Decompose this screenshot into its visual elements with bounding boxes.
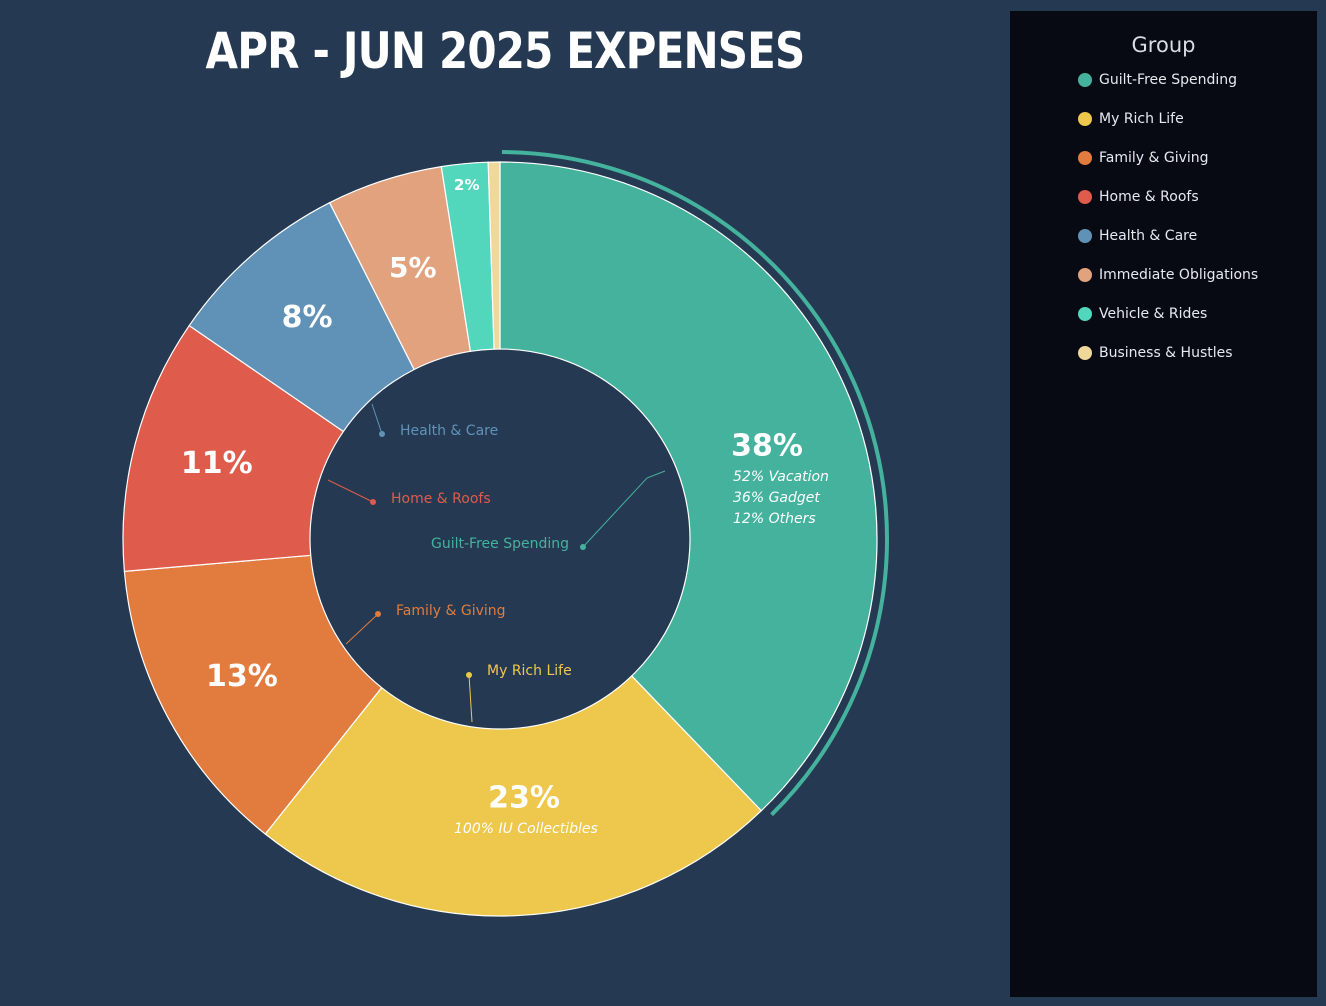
inner-label-guilt-free-spending: Guilt-Free Spending [431,536,569,552]
leader-dot-health-and-care [379,431,385,437]
percent-label-guilt-free-spending: 38% [731,429,803,464]
legend-swatch [1078,111,1092,126]
slice-business-and-hustles[interactable] [487,161,501,350]
leader-line-home-and-roofs [327,479,374,503]
leader-dot-my-rich-life [466,672,472,678]
detail-label-guilt-free-spending: 52% Vacation [733,469,829,485]
leader-dot-family-and-giving [375,611,381,617]
legend-item-my-rich-life[interactable]: My Rich Life [1078,99,1258,138]
highlight-arc-guilt-free-spending [501,150,889,817]
legend-label: Immediate Obligations [1099,266,1259,283]
leader-line-my-rich-life [468,674,473,723]
legend-item-vehicle-and-rides[interactable]: Vehicle & Rides [1078,294,1258,333]
detail-label-guilt-free-spending: 36% Gadget [733,490,820,506]
slice-home-and-roofs[interactable] [122,324,345,573]
legend-item-family-and-giving[interactable]: Family & Giving [1078,138,1258,177]
leader-dot-home-and-roofs [370,499,376,505]
legend-item-guilt-free-spending[interactable]: Guilt-Free Spending [1078,60,1258,99]
legend-label: Vehicle & Rides [1099,305,1208,322]
chart-title: APR - JUN 2025 EXPENSES [205,22,806,80]
legend-panel: Group Guilt-Free Spending My Rich Life Fam… [1010,11,1317,997]
legend-label: My Rich Life [1099,110,1184,127]
slice-my-rich-life[interactable] [264,675,763,917]
legend-item-immediate-obligations[interactable]: Immediate Obligations [1078,255,1258,294]
inner-label-family-and-giving: Family & Giving [396,603,506,619]
detail-label-guilt-free-spending: 12% Others [733,511,816,527]
legend-item-home-and-roofs[interactable]: Home & Roofs [1078,177,1258,216]
legend-label: Guilt-Free Spending [1099,71,1237,88]
legend-swatch [1078,228,1092,243]
legend-label: Family & Giving [1099,149,1209,166]
leader-dot-guilt-free-spending [580,544,586,550]
percent-label-my-rich-life: 23% [488,781,560,816]
legend-label: Home & Roofs [1099,188,1199,205]
legend-list: Guilt-Free Spending My Rich Life Family & … [1078,60,1258,372]
legend-item-health-and-care[interactable]: Health & Care [1078,216,1258,255]
percent-label-home-and-roofs: 11% [181,446,253,481]
slice-family-and-giving[interactable] [123,554,383,835]
legend-swatch [1078,345,1092,360]
slice-guilt-free-spending[interactable] [499,161,878,812]
legend-swatch [1078,267,1092,282]
chart-area: APR - JUN 2025 EXPENSES 38% 52% Vacation 3… [122,22,889,917]
legend-label: Business & Hustles [1099,344,1233,361]
detail-label-my-rich-life: 100% IU Collectibles [454,821,598,837]
percent-label-vehicle-and-rides: 2% [454,176,479,194]
percent-label-immediate-obligations: 5% [389,251,437,284]
percent-label-health-and-care: 8% [282,300,333,335]
inner-label-my-rich-life: My Rich Life [487,663,572,679]
leader-line-health-and-care [371,403,383,435]
legend-swatch [1078,306,1092,321]
legend-label: Health & Care [1099,227,1198,244]
legend-title: Group [1131,33,1196,57]
donut-chart: 38% 52% Vacation 36% Gadget 12% Others 23% 10… [122,150,889,917]
inner-label-home-and-roofs: Home & Roofs [391,491,491,507]
legend-swatch [1078,189,1092,204]
leader-line-family-and-giving [345,613,379,645]
inner-label-health-and-care: Health & Care [400,423,498,439]
legend-swatch [1078,150,1092,165]
legend-item-business-and-hustles[interactable]: Business & Hustles [1078,333,1258,372]
legend-swatch [1078,72,1092,87]
percent-label-family-and-giving: 13% [206,659,278,694]
leader-line-guilt-free-spending [582,470,666,548]
